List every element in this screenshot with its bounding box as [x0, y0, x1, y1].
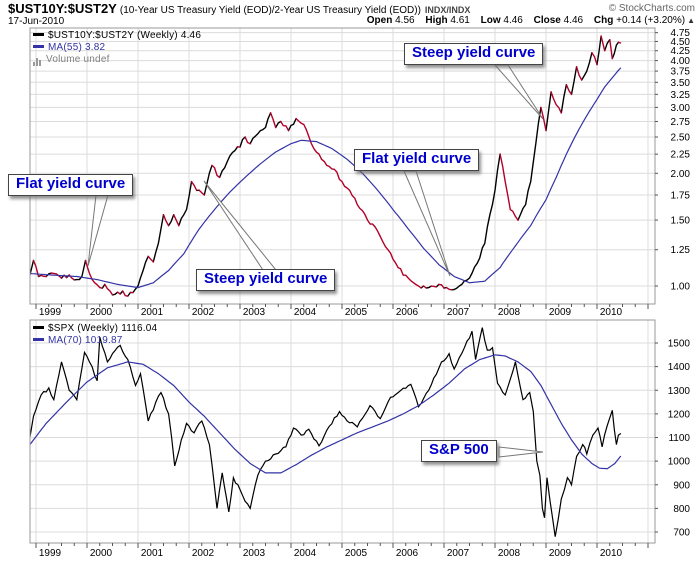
low-label: Low	[480, 15, 501, 26]
svg-text:2008: 2008	[498, 548, 521, 559]
price-line-swatch	[33, 33, 44, 36]
low-value: 4.46	[503, 15, 523, 26]
close-value: 4.46	[563, 15, 584, 26]
svg-text:3.50: 3.50	[671, 78, 691, 89]
svg-text:1999: 1999	[39, 548, 62, 559]
spx-ma-legend-label: MA(70) 1019.87	[48, 335, 123, 346]
open-value: 4.56	[395, 15, 415, 26]
svg-text:1.50: 1.50	[671, 216, 691, 227]
svg-text:4.00: 4.00	[671, 56, 691, 67]
svg-text:1.00: 1.00	[671, 282, 691, 293]
annotation-flat-yield-curve-1: Flat yield curve	[8, 174, 134, 196]
chart-symbol: $UST10Y:$UST2Y	[8, 1, 117, 16]
svg-text:4.50: 4.50	[671, 37, 691, 48]
volume-icon	[33, 54, 42, 66]
svg-text:2000: 2000	[90, 307, 113, 318]
ma-legend-label: MA(55) 3.82	[48, 42, 106, 53]
svg-text:2005: 2005	[345, 548, 368, 559]
bottom-chart-legend: $SPX (Weekly) 1116.04 MA(70) 1019.87	[33, 323, 157, 347]
volume-legend-label: Volume undef	[46, 54, 110, 65]
header-line-1: $UST10Y:$UST2Y (10-Year US Treasury Yield…	[8, 1, 470, 16]
open-label: Open	[366, 15, 393, 26]
svg-text:2000: 2000	[90, 548, 113, 559]
svg-text:1300: 1300	[668, 386, 691, 397]
annotation-steep-yield-curve-2: Steep yield curve	[404, 43, 544, 65]
annotation-sp500: S&P 500	[421, 440, 497, 462]
spx-legend-row: $SPX (Weekly) 1116.04	[33, 323, 157, 335]
close-label: Close	[533, 15, 561, 26]
spx-legend-label: $SPX (Weekly) 1116.04	[48, 323, 158, 334]
svg-text:2010: 2010	[600, 548, 623, 559]
svg-text:2004: 2004	[294, 307, 317, 318]
chart-exchange: INDX/INDX	[424, 5, 471, 15]
svg-text:700: 700	[673, 528, 690, 539]
svg-text:4.75: 4.75	[671, 28, 691, 39]
svg-text:1000: 1000	[668, 457, 691, 468]
svg-text:2007: 2007	[447, 548, 470, 559]
spx-line-swatch	[33, 326, 44, 329]
svg-text:2.00: 2.00	[671, 169, 691, 180]
top-chart-legend: $UST10Y:$UST2Y (Weekly) 4.46 MA(55) 3.82…	[33, 30, 201, 66]
spx-ma-legend-row: MA(70) 1019.87	[33, 335, 157, 347]
svg-text:2003: 2003	[243, 307, 266, 318]
svg-text:900: 900	[673, 480, 690, 491]
chart-description: (10-Year US Treasury Yield (EOD)/2-Year …	[119, 5, 421, 16]
svg-text:2005: 2005	[345, 307, 368, 318]
chart-date: 17-Jun-2010	[8, 16, 65, 27]
chg-value: +0.14 (+3.20%)	[616, 15, 686, 26]
svg-text:1100: 1100	[668, 433, 690, 444]
spx-ma-line-swatch	[33, 338, 44, 341]
annotation-flat-yield-curve-2: Flat yield curve	[354, 149, 480, 171]
svg-text:800: 800	[673, 504, 690, 515]
svg-text:3.00: 3.00	[671, 103, 691, 114]
svg-text:2010: 2010	[600, 307, 623, 318]
volume-legend-row: Volume undef	[33, 54, 201, 66]
copyright: © StockCharts.com	[608, 3, 695, 14]
svg-text:2001: 2001	[141, 307, 164, 318]
svg-text:2006: 2006	[396, 548, 419, 559]
svg-text:2001: 2001	[141, 548, 164, 559]
svg-text:2002: 2002	[192, 548, 215, 559]
svg-text:2003: 2003	[243, 548, 266, 559]
svg-text:1200: 1200	[668, 409, 691, 420]
svg-text:2009: 2009	[549, 307, 572, 318]
svg-text:2009: 2009	[549, 548, 572, 559]
svg-text:2004: 2004	[294, 548, 317, 559]
ma-line-swatch	[33, 45, 44, 48]
ohlc-quote: Open 4.56 High 4.61 Low 4.46 Close 4.46 …	[359, 15, 695, 26]
high-label: High	[425, 15, 448, 26]
svg-text:1400: 1400	[668, 362, 691, 373]
svg-text:3.75: 3.75	[671, 67, 691, 78]
svg-text:4.25: 4.25	[671, 46, 691, 57]
svg-text:2.25: 2.25	[671, 150, 691, 161]
svg-text:1999: 1999	[39, 307, 62, 318]
chg-label: Chg	[593, 15, 614, 26]
up-arrow-icon: ▲	[687, 16, 695, 25]
svg-text:2.50: 2.50	[671, 133, 691, 144]
svg-text:1.25: 1.25	[671, 245, 691, 256]
svg-text:2008: 2008	[498, 307, 521, 318]
price-legend-label: $UST10Y:$UST2Y (Weekly) 4.46	[48, 30, 202, 41]
svg-text:1.75: 1.75	[671, 191, 691, 202]
svg-text:1500: 1500	[668, 339, 691, 350]
svg-text:2007: 2007	[447, 307, 470, 318]
svg-text:3.25: 3.25	[671, 90, 691, 101]
svg-text:2.75: 2.75	[671, 117, 691, 128]
svg-text:2002: 2002	[192, 307, 215, 318]
annotation-steep-yield-curve-1: Steep yield curve	[196, 269, 336, 291]
ma-legend-row: MA(55) 3.82	[33, 42, 201, 54]
price-legend-row: $UST10Y:$UST2Y (Weekly) 4.46	[33, 30, 201, 42]
svg-text:2006: 2006	[396, 307, 419, 318]
high-value: 4.61	[450, 15, 470, 26]
